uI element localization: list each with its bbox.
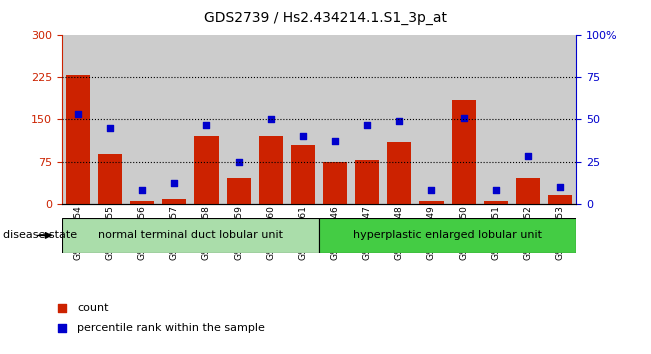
Bar [415, 35, 447, 204]
Point [201, 122, 212, 127]
Bar [319, 35, 351, 204]
Point [362, 122, 372, 127]
Bar [190, 35, 223, 204]
Bar [480, 35, 512, 204]
Bar [98, 154, 122, 204]
Point [73, 112, 83, 117]
Bar [447, 35, 480, 204]
Bar [548, 195, 572, 204]
Bar [158, 35, 190, 204]
Point [234, 159, 244, 164]
Bar [227, 178, 251, 204]
Bar [130, 201, 154, 204]
Bar [323, 161, 347, 204]
Text: normal terminal duct lobular unit: normal terminal duct lobular unit [98, 230, 283, 240]
Bar [195, 136, 219, 204]
Point [523, 154, 533, 159]
Text: hyperplastic enlarged lobular unit: hyperplastic enlarged lobular unit [353, 230, 542, 240]
Bar [126, 35, 158, 204]
Bar [512, 35, 544, 204]
Point [555, 184, 565, 190]
Bar [223, 35, 255, 204]
Text: disease state: disease state [3, 230, 77, 240]
Bar [258, 136, 283, 204]
Point [298, 133, 308, 139]
Point [57, 305, 67, 310]
Bar [162, 199, 186, 204]
Point [137, 187, 147, 193]
Point [491, 187, 501, 193]
Bar [287, 35, 319, 204]
Bar [516, 178, 540, 204]
Point [426, 187, 437, 193]
Bar [351, 35, 383, 204]
Point [57, 326, 67, 331]
Point [169, 181, 180, 186]
Bar [255, 35, 287, 204]
Point [458, 115, 469, 121]
Point [105, 125, 115, 131]
Bar [544, 35, 576, 204]
Bar [387, 142, 411, 204]
Text: percentile rank within the sample: percentile rank within the sample [77, 323, 265, 333]
Text: count: count [77, 303, 109, 313]
Bar [66, 75, 90, 204]
Bar [62, 35, 94, 204]
Point [330, 138, 340, 144]
Bar [452, 100, 476, 204]
Bar [291, 145, 315, 204]
Bar [94, 35, 126, 204]
Text: GDS2739 / Hs2.434214.1.S1_3p_at: GDS2739 / Hs2.434214.1.S1_3p_at [204, 11, 447, 25]
Bar [484, 201, 508, 204]
Point [266, 117, 276, 122]
Point [394, 118, 404, 124]
Bar [62, 218, 319, 253]
Bar [355, 160, 380, 204]
Bar [383, 35, 415, 204]
Bar [419, 201, 443, 204]
Bar [319, 218, 576, 253]
